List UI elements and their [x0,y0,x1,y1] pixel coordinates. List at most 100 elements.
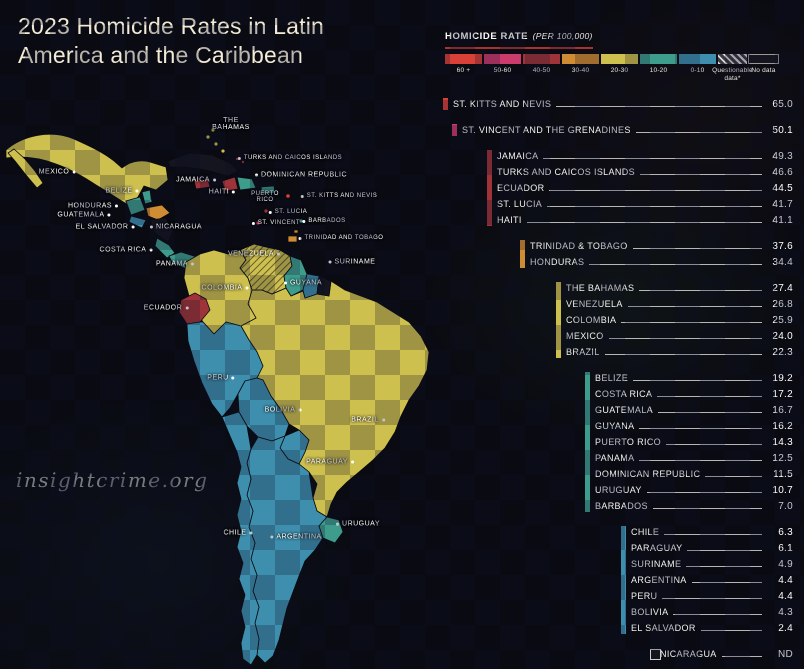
country-tobago [293,229,299,234]
country-suriname [302,273,320,299]
legend-bin-label: 60 + [456,67,471,74]
legend-bin-label: 10-20 [649,67,668,74]
legend: HOMICIDE RATE (PER 100,000) 60 + 50-60 40-… [445,26,795,83]
legend-bin: 40-50 [523,54,560,75]
rate-group: ST. VINCENT AND THE GRENADINES 50.1 [452,122,793,138]
country-name: ST. LUCIA [497,199,543,209]
page-title: 2023 Homicide Rates in Latin America and… [18,12,324,70]
country-puerto-rico [260,185,276,195]
rate-group: THE BAHAMAS 27.4 VENEZUELA 26.8 COLOMBIA 25.9… [556,280,793,360]
country-bahamas-islet [205,134,211,140]
legend-bin-label: 20-30 [610,67,629,74]
legend-bin: 60 + [445,54,482,75]
country-name: GUYANA [595,421,635,431]
country-name: BRAZIL [566,347,600,357]
country-chile [221,411,260,666]
leader-line [664,533,762,535]
leader-line [639,173,762,175]
legend-bin-label: 0-10 [690,67,705,74]
country-name: PERU [631,591,658,601]
rate-value: 4.3 [778,606,793,618]
country-name: BARBADOS [595,501,648,511]
rate-row: GUYANA 16.2 [595,418,793,434]
country-name: JAMAICA [497,151,539,161]
country-name: SURINAME [631,559,682,569]
rate-value: 37.6 [772,240,793,252]
country-st-lucia [263,208,269,214]
rate-value: 16.7 [772,404,793,416]
homicide-rates-list: ST. KITTS AND NEVIS 65.0 ST. VINCENT AND T… [443,96,793,669]
rate-row: ECUADOR 44.5 [497,180,793,196]
country-guyana [283,255,308,297]
country-name: GUATEMALA [595,405,653,415]
title-line-1: 2023 Homicide Rates in Latin [18,13,325,39]
rate-value: 6.1 [778,542,793,554]
rate-row: DOMINICAN REPUBLIC 11.5 [595,466,793,482]
leader-line [639,427,762,429]
country-name: NICARAGUA [660,649,717,659]
leader-line [547,205,762,207]
rate-value: ND [777,648,793,660]
rate-value: 10.7 [772,484,793,496]
leader-line [639,289,762,291]
country-belize [141,189,153,205]
rate-value: 24.0 [772,330,793,342]
legend-title-text: HOMICIDE RATE [445,31,529,42]
country-name: PANAMA [595,453,635,463]
legend-bin: 50-60 [484,54,521,75]
rate-group: NICARAGUA ND [650,646,793,662]
rate-value: 4.9 [778,558,793,570]
rate-row: COLOMBIA 25.9 [566,312,793,328]
legend-title: HOMICIDE RATE (PER 100,000) [445,26,593,49]
country-dominican-republic [236,176,257,191]
leader-line [652,507,762,509]
rate-value: 50.1 [772,124,793,136]
legend-swatch [484,54,521,64]
country-name: BOLIVIA [631,607,669,617]
country-guatemala [125,196,146,216]
rate-value: 16.2 [772,420,793,432]
legend-swatch [640,54,677,64]
legend-bin: 20-30 [601,54,638,75]
legend-swatch [718,54,747,64]
rate-value: 11.5 [773,468,793,480]
legend-swatch [748,54,779,64]
legend-bin-label: Questionable data* [712,67,753,83]
legend-bin: 10-20 [640,54,677,75]
leader-line [635,131,762,133]
legend-bin: 30-40 [562,54,599,75]
leader-line [687,549,762,551]
group-color-bar [585,372,590,512]
country-name: VENEZUELA [566,299,623,309]
country-name: ST. KITTS AND NEVIS [453,99,552,109]
rate-row: ST. KITTS AND NEVIS 65.0 [453,96,793,112]
legend-swatch [445,54,482,64]
rate-row: JAMAICA 49.3 [497,148,793,164]
country-name: ST. VINCENT AND THE GRENADINES [462,125,631,135]
rate-row: BARBADOS 7.0 [595,498,793,514]
rate-value: 49.3 [772,150,793,162]
rate-value: 34.4 [772,256,793,268]
rate-group: ST. KITTS AND NEVIS 65.0 [443,96,793,112]
leader-line [589,263,762,265]
rate-value: 4.4 [778,574,793,586]
country-nicaragua [149,217,174,243]
rate-value: 27.4 [772,282,793,294]
group-color-bar [621,526,626,634]
country-french-guiana [316,275,332,297]
rate-value: 14.3 [772,436,793,448]
country-el-salvador [128,215,147,229]
leader-line [646,491,762,493]
rate-value: 19.2 [772,372,793,384]
country-name: COLOMBIA [566,315,617,325]
legend-bins: 60 + 50-60 40-50 30-40 20-30 10-20 0-10 Questio… [445,54,795,83]
legend-subtitle-text: (PER 100,000) [532,31,593,41]
country-name: URUGUAY [595,485,642,495]
legend-swatch [601,54,638,64]
leader-line [621,321,762,323]
rate-row: ARGENTINA 4.4 [631,572,793,588]
rate-value: 65.0 [772,98,793,110]
rate-value: 41.1 [772,214,793,226]
country-bahamas-islet [210,127,216,133]
